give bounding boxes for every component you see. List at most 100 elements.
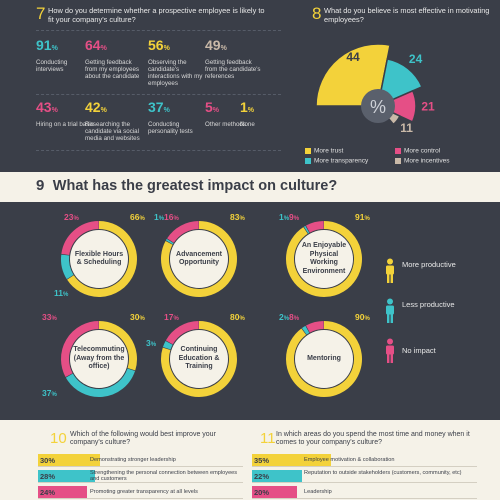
ring-segment-no-impact (61, 321, 99, 378)
q9-ring: Mentoring 90% 8% 2% (279, 312, 370, 400)
q7-stat: 49% Getting feedback from the candidate's… (205, 38, 263, 80)
bar-pct: 24% (40, 488, 56, 497)
q7-stat-value: 5% (205, 100, 263, 118)
q8-question: What do you believe is most effective in… (324, 6, 490, 24)
bar-row: 20% Leadership (252, 486, 477, 499)
legend-swatch (395, 147, 401, 154)
stat-number: 64 (85, 37, 101, 53)
q9-legend-label: No impact (402, 346, 436, 355)
bar-row: 35% Employee motivation & collaboration (252, 454, 477, 467)
percent-sign: % (63, 292, 69, 298)
q9-ring-pct-cyan: 1% (279, 212, 289, 222)
ring-segment-less-productive (61, 254, 74, 280)
bar-fill (38, 454, 100, 466)
ring-pct-value: 2 (279, 312, 284, 322)
q9-ring-label: Advancement Opportunity (176, 250, 222, 267)
q9-legend-label: More productive (402, 260, 456, 269)
ring-segment-more-productive (67, 221, 137, 297)
ring-segment-less-productive (301, 325, 310, 335)
legend-swatch (305, 147, 311, 154)
q9-ring-chart (61, 321, 137, 397)
stat-number: 49 (205, 37, 221, 53)
percent-sign: % (51, 45, 58, 52)
percent-sign: % (51, 107, 58, 114)
percent-sign: % (173, 216, 179, 222)
bar-row: 22% Reputation to outside stakeholders (c… (252, 470, 477, 483)
q8-legend-item: More trust (305, 142, 343, 160)
q9-ring: Telecommuting (Away from the office) 30% 3… (42, 312, 145, 400)
ring-center (295, 330, 353, 388)
percent-sign: % (100, 107, 107, 114)
q8-slice-label: 21 (421, 99, 435, 113)
q8-slice (376, 89, 417, 123)
stat-number: 43 (36, 99, 52, 115)
percent-sign: % (293, 316, 300, 322)
dashed-divider (36, 150, 281, 151)
percent-sign: % (100, 45, 107, 52)
ring-pct-value: 16 (164, 212, 174, 222)
legend-swatch (395, 157, 401, 164)
dashed-divider (36, 94, 281, 95)
bar-text: Promoting greater transparency at all le… (90, 489, 198, 495)
bar-fill (252, 454, 331, 466)
ring-pct-value: 8 (289, 312, 294, 322)
ring-pct-value: 11 (54, 288, 63, 298)
q7-stat-label: Observing the candidate's interactions w… (148, 59, 203, 87)
q9-ring-label: Continuing Education & Training (178, 346, 220, 371)
q8-center-circle (361, 89, 395, 123)
stat-number: 42 (85, 99, 101, 115)
q9-ring-chart (286, 221, 362, 297)
q9-ring-label: Flexible Hours & Scheduling (74, 250, 124, 267)
bar-fill (38, 470, 96, 482)
q7-stat: 42% Researching the candidate via social … (85, 100, 143, 142)
q9-ring-label: Telecommuting (Away from the office) (73, 346, 125, 371)
q9-ring-pct-pink: 17% (164, 312, 179, 322)
ring-pct-value: 17 (164, 312, 174, 322)
q7-stat-value: 49% (205, 38, 263, 56)
bar-pct: 35% (254, 456, 270, 465)
q9-legend-item: Less productive (384, 298, 484, 328)
q9-ring-pct-yellow: 66% (130, 212, 145, 222)
ring-pct-value: 23 (64, 212, 74, 222)
q8-slice-label: 11 (400, 121, 413, 135)
ring-pct-value: 33 (42, 312, 52, 322)
q7-stat-value: 91% (36, 38, 94, 56)
bar-text: Leadership (304, 489, 332, 495)
ring-segment-less-productive (65, 368, 136, 397)
q7-stat-label: Other methods (205, 121, 246, 128)
q7-stat-value: 56% (148, 38, 206, 56)
q8-number: 8 (312, 4, 322, 23)
q7-number: 7 (36, 4, 46, 23)
q9-ring: Advancement Opportunity 83% 16% 1% (154, 212, 245, 300)
person-icon (386, 258, 394, 283)
q7-stat-value: 42% (85, 100, 143, 118)
q9-ring-chart (161, 321, 237, 397)
percent-sign: % (51, 316, 57, 322)
ring-center (170, 230, 228, 288)
q7-stat-label: None (240, 121, 255, 128)
ring-segment-less-productive (165, 238, 174, 245)
bar-pct: 22% (254, 472, 270, 481)
q10-number: 10 (50, 430, 67, 447)
q7-stat: 56% Observing the candidate's interaction… (148, 38, 206, 87)
q9-ring-pct-yellow: 90% (355, 312, 370, 322)
q8-slice-label: 24 (409, 52, 423, 66)
ring-pct-value: 83 (230, 212, 240, 222)
q7-stat-label: Getting feedback from the candidate's re… (205, 59, 261, 80)
q7-question: How do you determine whether a prospecti… (48, 6, 265, 24)
q7-stat-value: 37% (148, 100, 206, 118)
ring-pct-value: 3 (146, 338, 151, 348)
percent-sign: % (139, 216, 145, 222)
percent-sign: % (283, 216, 290, 222)
person-icon (386, 338, 394, 363)
ring-segment-more-productive (98, 321, 137, 371)
bar-text: Employee motivation & collaboration (304, 457, 395, 463)
q9-ring-pct-yellow: 91% (355, 212, 370, 222)
q8-center-symbol: % (370, 97, 386, 117)
stat-number: 5 (205, 99, 213, 115)
ring-pct-value: 91 (355, 212, 365, 222)
legend-label: More incentives (404, 157, 450, 165)
legend-label: More control (404, 147, 441, 155)
q9-ring-pct-yellow: 30% (130, 312, 145, 322)
ring-pct-value: 90 (355, 312, 365, 322)
